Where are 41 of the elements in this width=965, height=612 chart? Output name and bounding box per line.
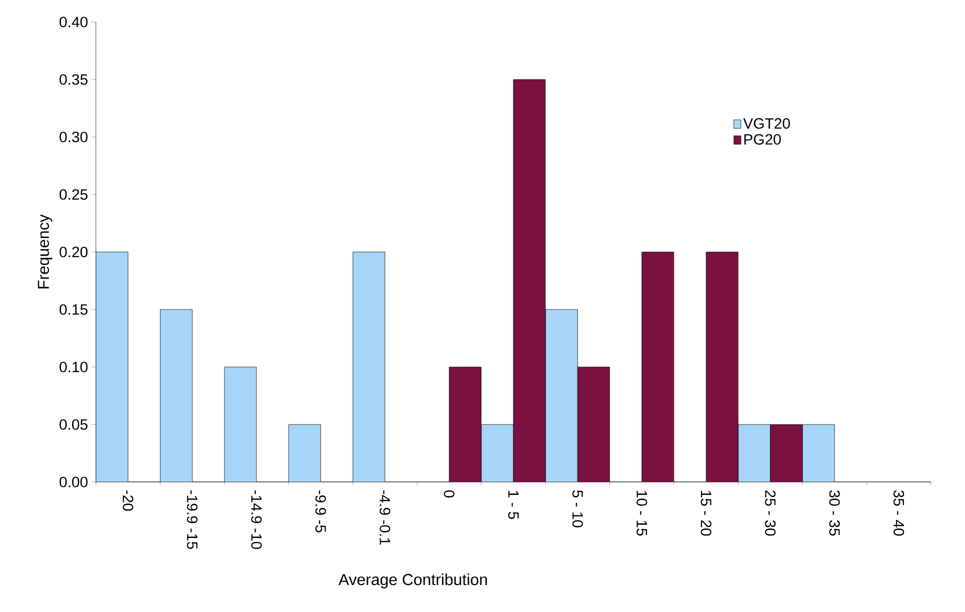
x-tick-label: 0 <box>444 490 454 498</box>
x-tick-label: 1 - 5 <box>508 490 519 520</box>
x-tick-label: -14.9 -10 <box>251 490 262 549</box>
y-tick-label: 0.25 <box>60 189 88 200</box>
x-tick-label: 5 - 10 <box>572 490 583 528</box>
bar <box>352 252 385 482</box>
y-axis-title: Frequency <box>38 214 52 288</box>
bar <box>578 366 610 482</box>
bar <box>642 252 674 482</box>
y-tick-label: 0.15 <box>60 304 88 315</box>
x-tick-label: -19.9 -15 <box>186 490 198 549</box>
x-tick-label: 15 - 20 <box>700 490 712 536</box>
x-tick-label: 25 - 30 <box>765 490 776 536</box>
bar <box>160 309 192 482</box>
bar <box>770 424 802 482</box>
x-tick-label: 10 - 15 <box>636 490 648 536</box>
bar <box>706 252 738 482</box>
y-tick-label: 0.05 <box>60 419 88 430</box>
bar <box>481 424 514 482</box>
y-tick-label: 0.35 <box>60 74 88 85</box>
bar <box>513 79 546 482</box>
y-tick-label: 0.40 <box>60 16 88 28</box>
bar <box>224 366 256 482</box>
x-tick-label: -20 <box>122 490 134 511</box>
legend-label: PG20 <box>744 134 781 145</box>
x-tick-label: -9.9 -5 <box>315 490 326 532</box>
y-tick-label: 0.30 <box>60 132 88 142</box>
x-tick-label: 30 - 35 <box>829 490 840 536</box>
bar <box>738 424 770 482</box>
x-tick-label: -4.9 -0.1 <box>380 490 390 545</box>
y-tick-label: 0.20 <box>60 246 88 258</box>
bar <box>449 366 482 482</box>
bar <box>802 424 835 482</box>
y-tick-label: 0.00 <box>60 476 88 488</box>
y-tick-label: 0.10 <box>60 362 88 372</box>
bar <box>546 309 578 482</box>
bar <box>96 252 128 482</box>
x-axis-title: Average Contribution <box>338 574 487 588</box>
bar <box>288 424 321 482</box>
legend-label: VGT20 <box>743 118 790 129</box>
x-tick-label: 35 - 40 <box>893 490 904 536</box>
